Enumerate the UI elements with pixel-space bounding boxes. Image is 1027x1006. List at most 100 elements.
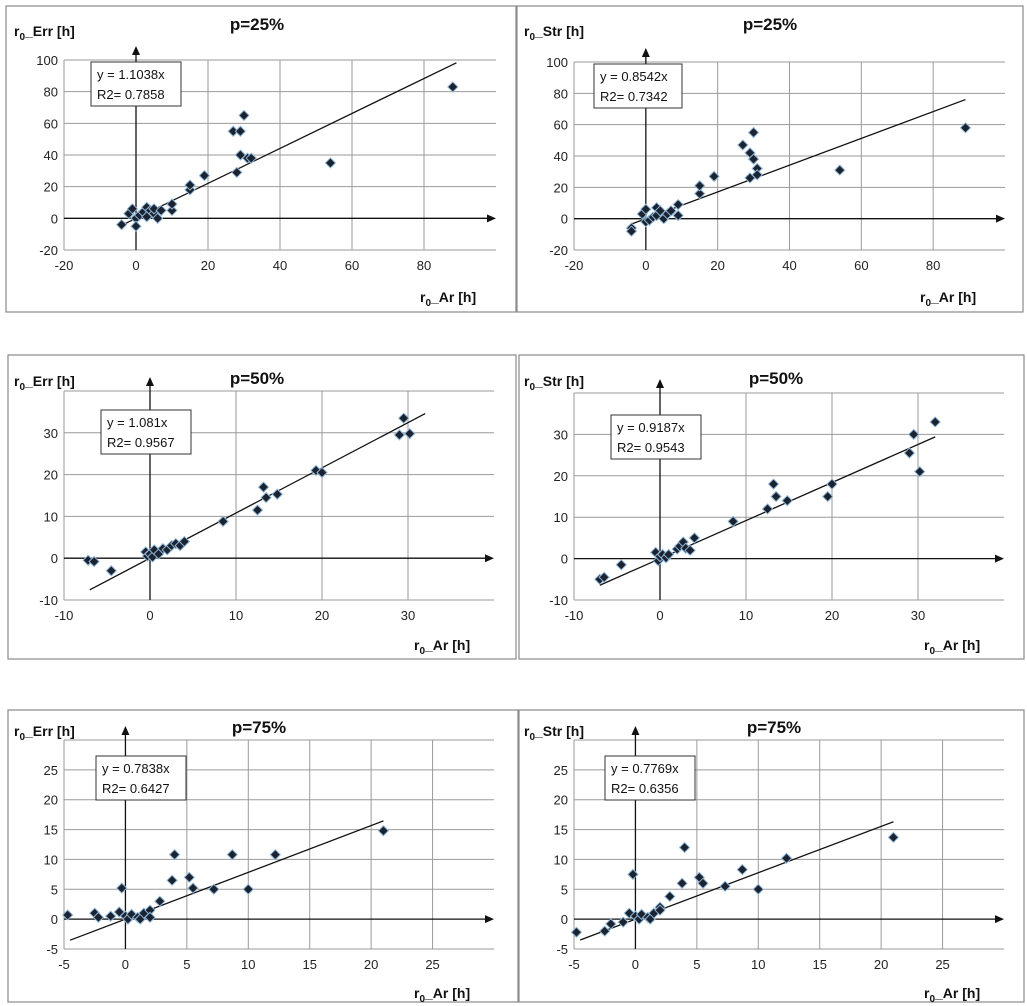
y-tick-label: 80: [44, 85, 58, 100]
x-tick-label: -20: [565, 258, 584, 273]
data-point: [834, 164, 846, 176]
data-point: [231, 166, 243, 179]
data-point: [155, 204, 167, 217]
x-tick-label: 0: [642, 258, 649, 273]
x-tick-label: 10: [751, 957, 765, 972]
x-tick-label: 60: [345, 258, 359, 273]
chart-panel-5: -5 0 5 10 15 20 25 -5 0 5 10 15 20 25 y = 0.7838x R2= 0…: [7, 709, 519, 1005]
y-tick-label: 30: [554, 427, 568, 442]
trendline-equation: y = 0.9187x: [617, 420, 685, 435]
data-point: [672, 198, 684, 211]
x-axis-label: r0_Ar [h]: [414, 637, 470, 657]
chart-panel-6: -5 0 5 10 15 20 25 -5 0 5 10 15 20 25 y = 0.7769x R2= 0…: [518, 709, 1025, 1005]
x-tick-label: 0: [656, 608, 663, 623]
x-axis-arrow-icon: [995, 554, 1004, 563]
y-tick-label: 20: [44, 468, 58, 483]
y-tick-label: 0: [561, 912, 568, 927]
y-tick-label: -10: [39, 593, 58, 608]
data-point: [627, 868, 639, 881]
x-tick-label: -20: [55, 258, 74, 273]
data-point: [234, 125, 247, 137]
data-point: [271, 488, 283, 500]
y-tick-label: 20: [44, 793, 58, 808]
data-point: [166, 874, 178, 887]
equation-box-border: [90, 61, 182, 107]
trendline-equation-box: y = 0.7838x R2= 0.6427: [95, 755, 187, 801]
y-tick-label: 40: [44, 148, 58, 163]
y-tick-label: 15: [554, 823, 568, 838]
y-tick-label: 60: [554, 118, 568, 133]
trendline-r2: R2= 0.6356: [611, 781, 679, 796]
trendline-equation-box: y = 1.081x R2= 0.9567: [100, 409, 192, 455]
gridlines: [63, 739, 494, 950]
y-tick-label: 40: [554, 149, 568, 164]
data-point: [737, 139, 749, 151]
panel-frame: [518, 354, 1025, 660]
data-point: [217, 515, 229, 528]
data-point: [617, 916, 629, 928]
data-point: [393, 429, 406, 441]
data-point: [662, 548, 675, 561]
equation-box-border: [593, 63, 683, 109]
data-point: [144, 911, 156, 924]
gridlines: [63, 390, 494, 601]
data-point: [907, 428, 920, 441]
equation-box-border: [95, 755, 187, 801]
data-point: [251, 504, 264, 516]
y-tick-label: 20: [554, 469, 568, 484]
y-tick-label: 0: [561, 212, 568, 227]
data-point: [697, 877, 709, 890]
data-point: [61, 909, 74, 921]
data-point: [826, 478, 838, 490]
x-tick-label: 80: [926, 258, 940, 273]
chart-panel-2: -20 0 20 40 60 80 100 -20 0 20 40 60 80 y = 0.8542x R2…: [516, 5, 1024, 313]
x-tick-label: 20: [874, 957, 888, 972]
y-axis-label: r0_Str [h]: [524, 373, 584, 393]
data-point: [166, 198, 178, 210]
data-point: [736, 863, 749, 876]
x-tick-label: -5: [58, 957, 70, 972]
panel-frame: [5, 5, 517, 313]
data-point: [115, 218, 128, 231]
chart-title: p=75%: [747, 718, 801, 737]
data-point: [770, 490, 782, 503]
y-tick-label: -5: [46, 942, 58, 957]
data-point: [92, 911, 105, 924]
data-point: [654, 904, 666, 916]
trendline-equation-box: y = 0.9187x R2= 0.9543: [610, 414, 702, 460]
data-point: [887, 831, 900, 844]
data-point: [664, 890, 676, 903]
x-tick-label: 20: [710, 258, 724, 273]
y-tick-label: 10: [44, 852, 58, 867]
data-point: [676, 877, 688, 890]
trendline: [121, 62, 457, 226]
data-point: [929, 416, 941, 428]
chart-title: p=50%: [230, 369, 284, 388]
x-tick-label: 40: [782, 258, 796, 273]
data-point: [719, 880, 731, 893]
y-tick-label: 100: [546, 55, 568, 70]
chart-panel-1: -20 0 20 40 60 80 100 -20 0 20 40 60 80 y = 1.1038x R2…: [5, 5, 517, 313]
equation-box-border: [100, 409, 192, 455]
data-point: [198, 169, 211, 182]
x-axis-arrow-icon: [996, 214, 1005, 223]
tick-labels: -10 0 10 20 30 -10 0 10 20 30: [39, 426, 415, 623]
y-tick-label: 10: [44, 509, 58, 524]
y-axis-arrow-icon: [146, 377, 154, 386]
panel-frame: [516, 5, 1024, 313]
y-tick-label: 0: [561, 552, 568, 567]
x-axis-label: r0_Ar [h]: [924, 985, 980, 1005]
chart-title: p=50%: [749, 369, 803, 388]
data-point: [242, 883, 254, 895]
x-tick-label: 20: [315, 608, 329, 623]
data-point: [166, 204, 178, 217]
x-tick-label: 0: [122, 957, 129, 972]
x-tick-label: 5: [183, 957, 190, 972]
data-point: [694, 187, 706, 200]
panel-frame: [7, 709, 519, 1003]
x-tick-label: -5: [568, 957, 580, 972]
y-tick-label: 10: [554, 852, 568, 867]
data-point: [208, 883, 220, 895]
data-points: [570, 831, 900, 938]
